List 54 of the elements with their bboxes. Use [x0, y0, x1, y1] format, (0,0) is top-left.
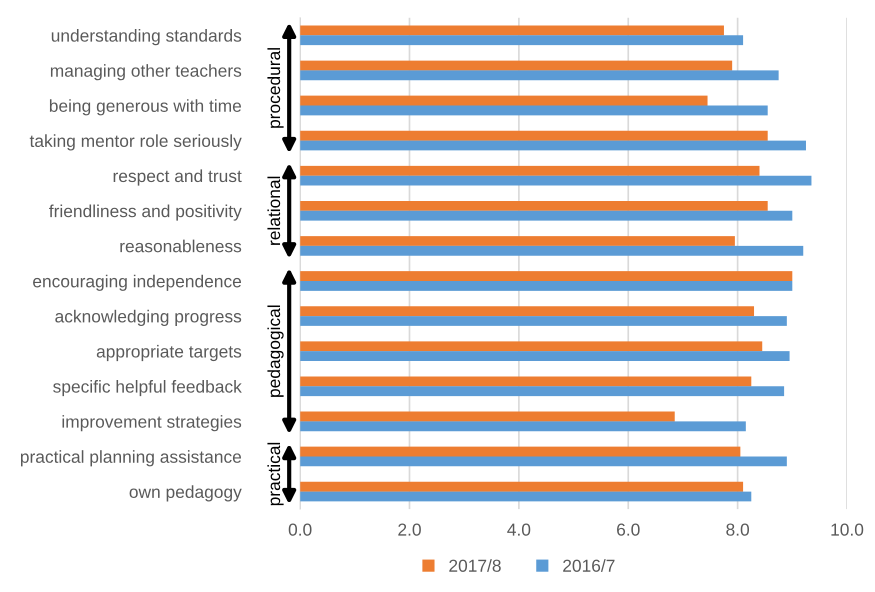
bar: [300, 280, 792, 291]
bar: [300, 70, 779, 80]
y-tick-label: practical planning assistance: [20, 450, 242, 466]
bar: [300, 492, 752, 502]
y-tick-label: managing other teachers: [50, 64, 242, 80]
text: pedagogical: [267, 306, 284, 397]
bar: [300, 200, 768, 211]
y-tick-label: friendliness and positivity: [49, 204, 242, 221]
legend-label: 2016/7: [563, 559, 615, 572]
bar: [300, 446, 740, 456]
bar: [300, 35, 744, 46]
x-tick-label: 0.0: [288, 523, 312, 536]
x-tick-label: 4.0: [507, 523, 530, 536]
bar: [300, 60, 732, 70]
text: relational: [267, 176, 280, 245]
y-tick-label: taking mentor role seriously: [30, 134, 242, 150]
x-tick-label: 8.0: [726, 523, 750, 536]
y-tick-label: encouraging independence: [33, 274, 242, 291]
bar: [300, 140, 806, 150]
y-tick-label: acknowledging progress: [55, 310, 242, 326]
y-tick-label: own pedagogy: [130, 485, 242, 502]
bar: [300, 246, 804, 256]
bar: [300, 482, 744, 492]
bar: [300, 166, 760, 176]
bar: [300, 386, 784, 396]
y-tick-label: reasonableness: [120, 240, 242, 252]
y-tick-label: specific helpful feedback: [53, 380, 242, 396]
y-tick-label: understanding standards: [52, 29, 242, 46]
x-tick-label: 2.0: [398, 523, 421, 536]
y-tick-label: being generous with time: [50, 99, 242, 116]
bar: [300, 25, 724, 36]
bar: [300, 106, 768, 116]
text: practical: [267, 442, 284, 506]
bar: [300, 176, 812, 186]
bar: [300, 376, 752, 386]
bar: [300, 456, 787, 466]
bar: [300, 96, 708, 106]
bar: [300, 210, 792, 221]
legend-label: 2017/8: [449, 559, 501, 572]
bar: [300, 412, 675, 422]
bar: [300, 271, 792, 281]
bar: [300, 341, 762, 352]
bar: [300, 316, 787, 326]
bar: [300, 130, 768, 141]
y-tick-label: improvement strategies: [62, 415, 242, 432]
bar: [300, 421, 746, 432]
text: procedural: [267, 48, 284, 128]
bar: [300, 236, 735, 246]
y-tick-label: respect and trust: [114, 169, 242, 186]
x-tick-label: 10.0: [831, 523, 864, 536]
bar: [300, 351, 790, 362]
y-tick-label: appropriate targets: [96, 344, 242, 362]
bar: [300, 306, 754, 316]
x-tick-label: 6.0: [617, 523, 640, 536]
